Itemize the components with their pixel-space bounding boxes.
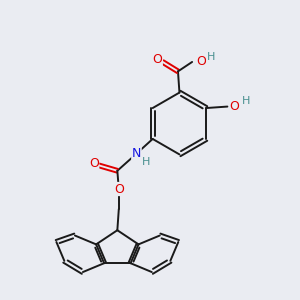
Text: H: H (207, 52, 215, 62)
Text: H: H (242, 96, 250, 106)
Text: O: O (196, 56, 206, 68)
Text: O: O (152, 53, 162, 66)
Text: N: N (132, 147, 141, 160)
Text: O: O (230, 100, 239, 113)
Text: O: O (89, 157, 99, 170)
Text: H: H (142, 157, 150, 167)
Text: O: O (114, 182, 124, 196)
